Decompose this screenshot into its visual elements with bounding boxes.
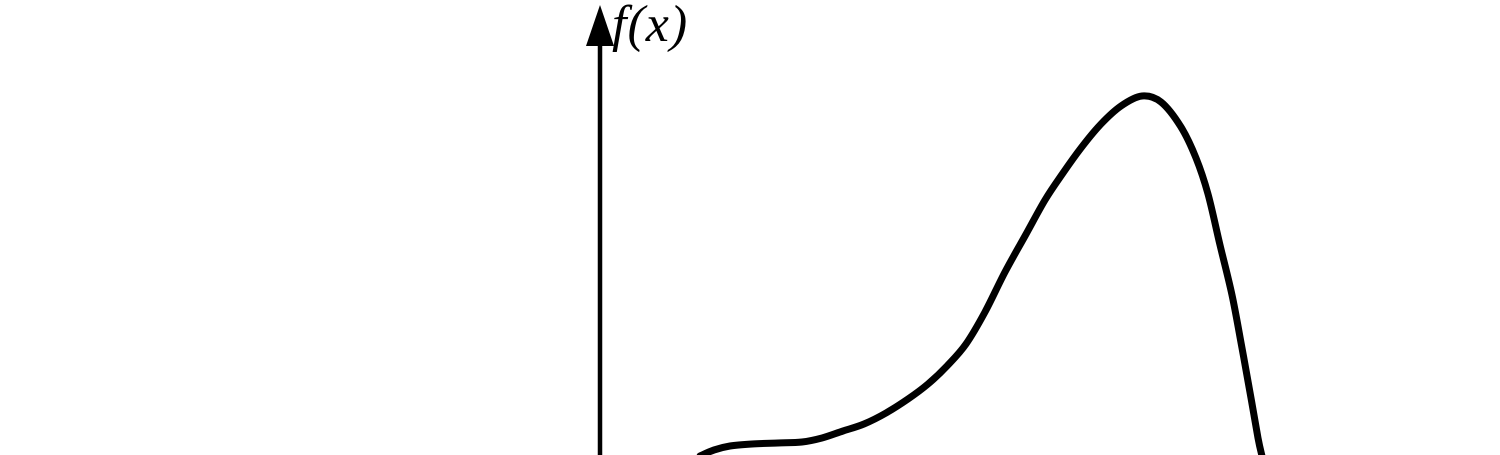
- function-curve: [696, 92, 1266, 455]
- y-axis-arrowhead-icon: [586, 5, 614, 46]
- y-axis-label: f(x): [612, 0, 688, 53]
